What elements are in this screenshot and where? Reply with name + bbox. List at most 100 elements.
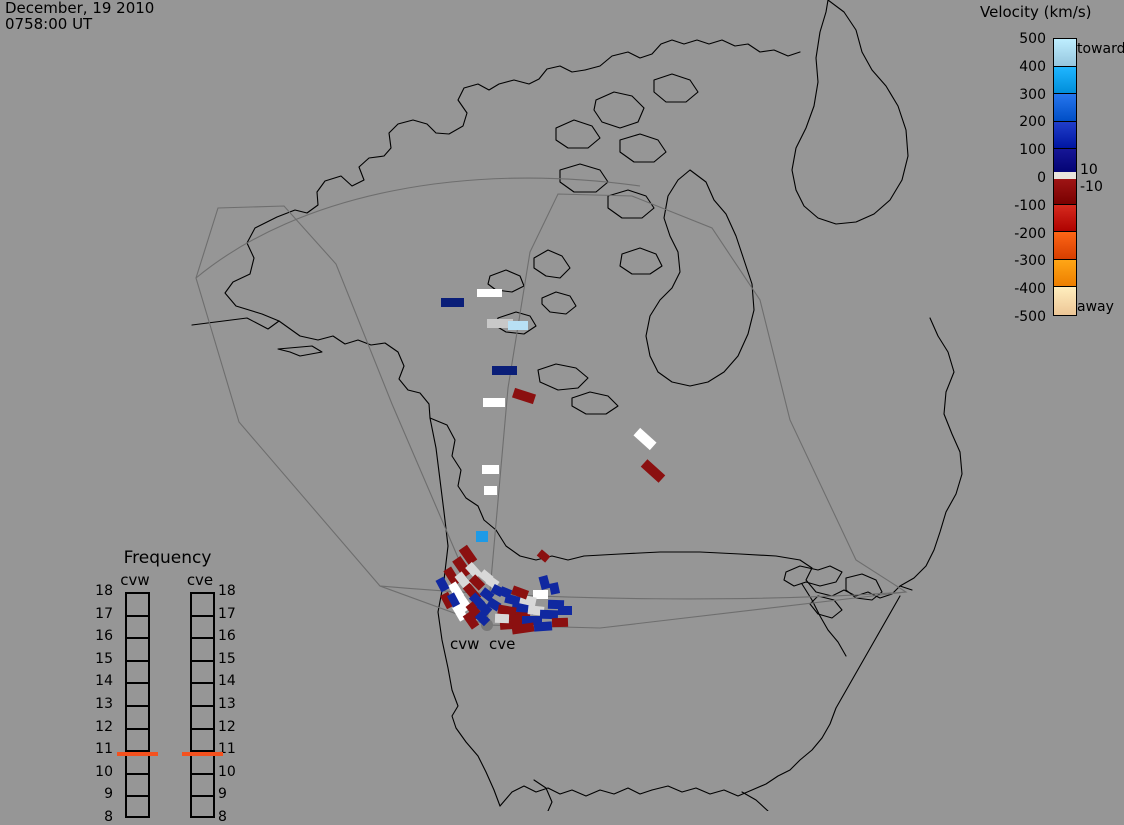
frequency-segment <box>127 707 148 730</box>
frequency-tick-cvw-13: 13 <box>95 696 113 712</box>
frequency-segment <box>192 617 213 640</box>
colorbar-tick-0: 0 <box>1037 170 1046 186</box>
colorbar-upper-threshold: 10 <box>1080 162 1098 178</box>
frequency-tick-cvw-9: 9 <box>104 786 113 803</box>
frequency-tick-cvw-12: 12 <box>95 718 113 735</box>
frequency-tick-cve-15: 15 <box>218 650 236 667</box>
frequency-segment <box>192 730 213 753</box>
frequency-tick-cvw-10: 10 <box>95 763 113 780</box>
frequency-title: Frequency <box>123 548 212 568</box>
frequency-segment <box>127 797 148 820</box>
radar-cell <box>522 616 542 625</box>
colorbar-tick-200: 200 <box>1019 114 1046 131</box>
radar-cell <box>477 289 502 297</box>
frequency-segment <box>192 752 213 775</box>
colorbar-tick-300: 300 <box>1019 86 1046 103</box>
frequency-tick-cve-14: 14 <box>218 673 236 690</box>
radar-cell <box>558 606 572 615</box>
radar-cell <box>533 590 548 599</box>
frequency-tick-cvw-8: 8 <box>104 809 113 825</box>
frequency-tick-cve-8: 8 <box>218 809 227 825</box>
radar-cell <box>441 298 464 307</box>
frequency-segment <box>192 707 213 730</box>
radar-cell <box>482 465 499 474</box>
colorbar-tick--100: -100 <box>1014 197 1046 214</box>
colorbar-segment-2 <box>1054 94 1076 122</box>
frequency-segment <box>127 594 148 617</box>
frequency-segment <box>127 662 148 685</box>
colorbar-segment-5 <box>1054 176 1076 205</box>
frequency-segment <box>192 639 213 662</box>
frequency-marker-cvw <box>117 751 158 756</box>
colorbar-toward-label: toward <box>1077 41 1124 57</box>
radar-cell <box>551 617 569 628</box>
colorbar-segment-7 <box>1054 232 1076 260</box>
frequency-bar-cve <box>190 592 215 818</box>
colorbar-tick--500: -500 <box>1014 309 1046 325</box>
colorbar-tick--400: -400 <box>1014 281 1046 298</box>
colorbar-tick-500: 500 <box>1019 31 1046 47</box>
colorbar-segment-1 <box>1054 66 1076 95</box>
frequency-tick-cvw-18: 18 <box>95 583 113 599</box>
colorbar-segment-6 <box>1054 204 1076 233</box>
frequency-segment <box>192 662 213 685</box>
frequency-segment <box>192 775 213 798</box>
frequency-tick-cvw-17: 17 <box>95 605 113 622</box>
colorbar-away-label: away <box>1077 299 1114 315</box>
radar-cell <box>484 486 497 495</box>
frequency-column-label-cve: cve <box>186 571 214 589</box>
colorbar-tick--300: -300 <box>1014 253 1046 270</box>
frequency-legend: Frequency cvw 18 17 16 15 14 13 12 11 10 9 8 cve 18 17… <box>85 548 250 825</box>
colorbar-title: Velocity (km/s) <box>980 3 1092 21</box>
colorbar-segment-0 <box>1054 39 1076 67</box>
frequency-tick-cve-13: 13 <box>218 696 236 712</box>
radar-cell <box>508 321 528 330</box>
date-label: December, 19 2010 <box>5 0 155 17</box>
frequency-tick-cvw-15: 15 <box>95 650 113 667</box>
frequency-tick-cve-16: 16 <box>218 628 236 645</box>
frequency-bar-cvw <box>125 592 150 818</box>
radar-cell <box>492 366 517 375</box>
frequency-tick-cve-18: 18 <box>218 583 236 599</box>
frequency-segment <box>127 617 148 640</box>
radar-cell <box>533 621 553 632</box>
frequency-tick-cve-9: 9 <box>218 786 227 803</box>
colorbar-segment-9 <box>1054 287 1076 315</box>
radar-cell <box>487 319 513 328</box>
frequency-segment <box>127 639 148 662</box>
radar-cell <box>483 398 505 407</box>
site-label-cve: cve <box>489 635 516 653</box>
time-label: 0758:00 UT <box>5 14 93 33</box>
radar-cell <box>494 613 510 624</box>
colorbar-tick-100: 100 <box>1019 142 1046 159</box>
field-of-view-boundaries <box>195 177 908 629</box>
frequency-column-label-cvw: cvw <box>120 571 150 589</box>
velocity-colorbar: Velocity (km/s) 500 400 300 200 100 0 -100 -200… <box>976 0 1124 330</box>
frequency-tick-cve-10: 10 <box>218 763 236 780</box>
colorbar-lower-threshold: -10 <box>1080 179 1103 195</box>
radar-cell <box>476 531 488 542</box>
frequency-tick-cvw-16: 16 <box>95 628 113 645</box>
frequency-segment <box>127 752 148 775</box>
frequency-segment <box>127 730 148 753</box>
colorbar-tick-400: 400 <box>1019 58 1046 75</box>
timestamp-header: December, 19 2010 0758:00 UT <box>5 0 155 33</box>
frequency-tick-cve-17: 17 <box>218 605 236 622</box>
coastline-paths <box>191 0 963 811</box>
frequency-segment <box>127 775 148 798</box>
frequency-tick-cvw-14: 14 <box>95 673 113 690</box>
frequency-segment <box>127 684 148 707</box>
frequency-segment <box>192 684 213 707</box>
frequency-tick-cvw-11: 11 <box>95 741 113 758</box>
site-label-cvw: cvw <box>450 635 480 653</box>
frequency-marker-cve <box>182 751 223 756</box>
colorbar-segment-3 <box>1054 121 1076 150</box>
colorbar-zero-band <box>1053 172 1077 179</box>
colorbar-tick--200: -200 <box>1014 225 1046 242</box>
frequency-tick-cve-12: 12 <box>218 718 236 735</box>
frequency-segment <box>192 594 213 617</box>
frequency-segment <box>192 797 213 820</box>
colorbar-segment-8 <box>1054 259 1076 288</box>
